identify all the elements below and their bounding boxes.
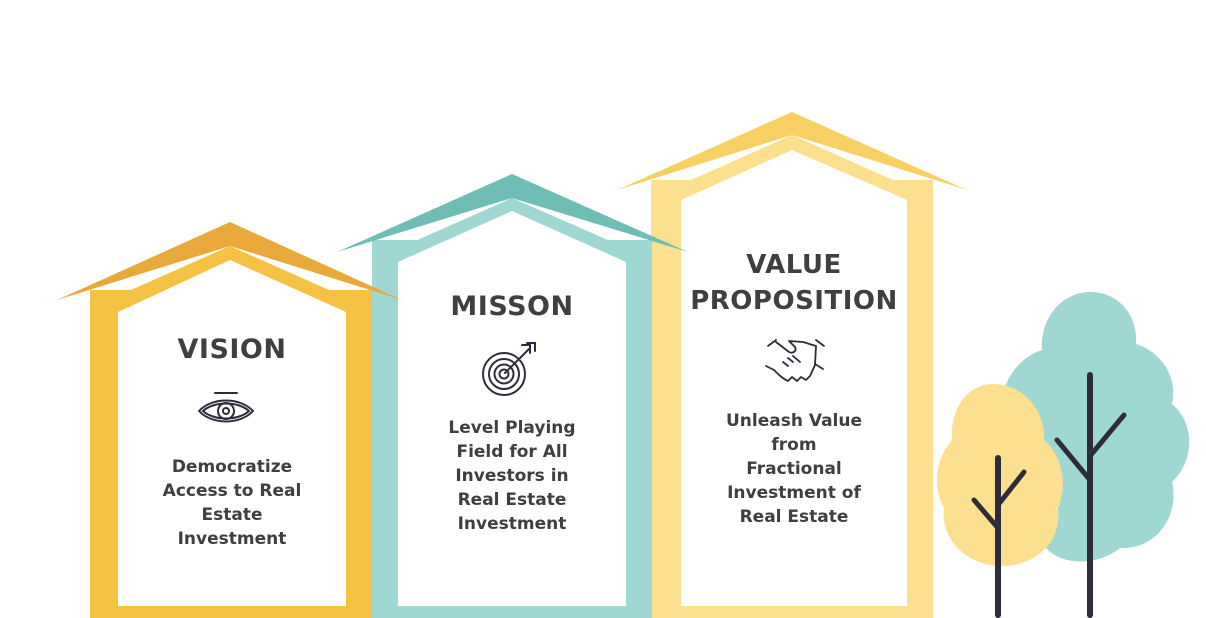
vision-house <box>57 222 402 618</box>
eye-icon <box>197 392 255 423</box>
mission-house <box>337 174 688 618</box>
value-proposition-title-line: VALUE <box>746 250 842 280</box>
mission-description-line: Investment <box>457 514 567 534</box>
vision-description-line: Estate <box>201 505 263 525</box>
target-icon <box>482 342 536 396</box>
mission-description-line: Level Playing <box>448 418 576 438</box>
mission-title: MISSON <box>450 291 574 322</box>
mission-description-line: Investors in <box>455 466 569 486</box>
vision-description: Democratize Access to Real Estate Invest… <box>118 455 346 551</box>
vision-description-line: Access to Real <box>162 481 302 501</box>
vision-description-line: Investment <box>177 529 287 549</box>
mission-description: Level Playing Field for All Investors in… <box>398 416 626 536</box>
value-proposition-description-line: from <box>771 435 817 455</box>
value-proposition-description-line: Investment of <box>727 483 861 503</box>
value-proposition-description: Unleash Value from Fractional Investment… <box>681 409 907 529</box>
value-proposition-description-line: Unleash Value <box>725 411 863 431</box>
value-proposition-description-line: Fractional <box>746 459 842 479</box>
mission-description-line: Real Estate <box>457 490 567 510</box>
yellow-tree <box>937 384 1063 618</box>
value-proposition-title-line: PROPOSITION <box>690 286 898 316</box>
mission-description-line: Field for All <box>456 442 568 462</box>
handshake-icon <box>765 339 825 382</box>
value-proposition-house <box>617 112 967 618</box>
value-proposition-title: VALUE PROPOSITION <box>671 247 917 319</box>
vision-description-line: Democratize <box>171 457 293 477</box>
value-proposition-description-line: Real Estate <box>739 507 849 527</box>
vision-title: VISION <box>177 334 287 365</box>
